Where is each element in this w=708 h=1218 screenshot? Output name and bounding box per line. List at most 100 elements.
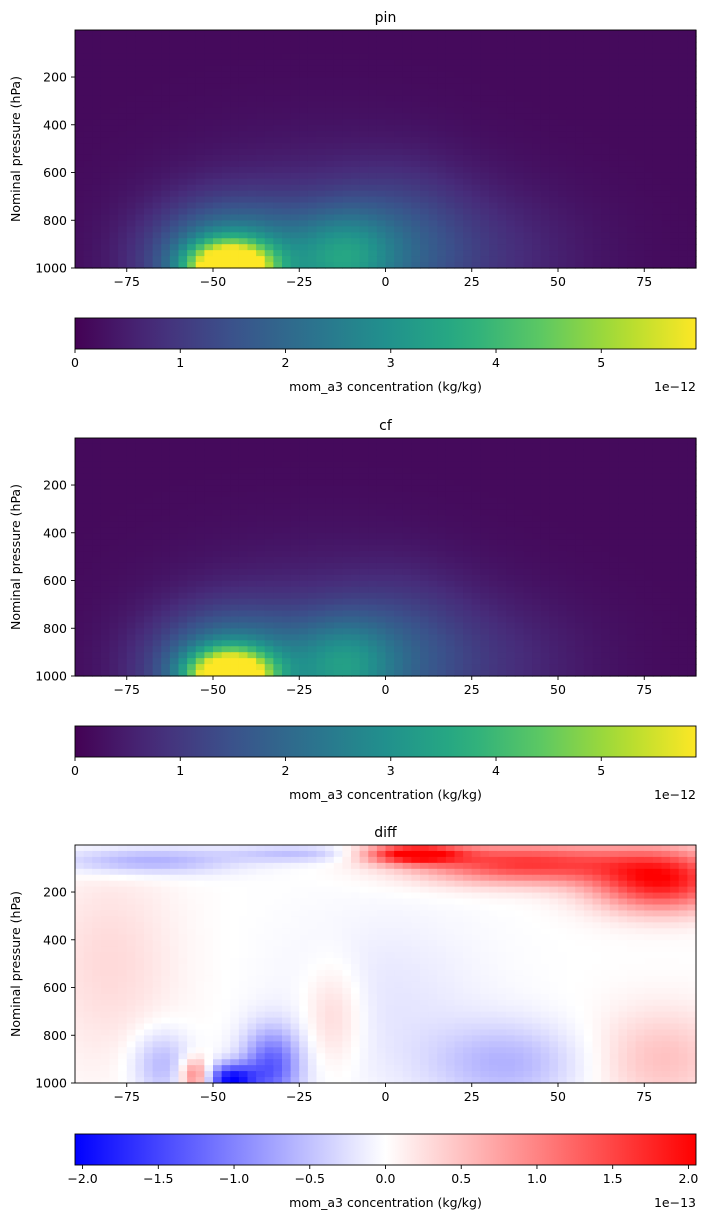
- heatmap-cell: [100, 652, 111, 659]
- heatmap-cell: [385, 652, 395, 659]
- heatmap-cell: [83, 610, 93, 618]
- heatmap-cell: [256, 65, 266, 73]
- heatmap-cell: [445, 473, 456, 481]
- heatmap-cell: [333, 131, 343, 138]
- heatmap-cell: [411, 53, 421, 61]
- heatmap-cell: [230, 166, 240, 174]
- heatmap-cell: [213, 509, 223, 516]
- heatmap-cell: [652, 190, 663, 198]
- heatmap-cell: [247, 143, 257, 150]
- heatmap-cell: [187, 119, 197, 126]
- heatmap-cell: [506, 202, 516, 210]
- heatmap-cell: [627, 65, 637, 73]
- heatmap-cell: [506, 101, 516, 108]
- heatmap-cell: [454, 646, 464, 653]
- heatmap-cell: [126, 30, 136, 37]
- heatmap-cell: [92, 503, 102, 510]
- heatmap-cell: [187, 262, 197, 269]
- heatmap-cell: [247, 166, 257, 174]
- heatmap-cell: [290, 202, 300, 210]
- heatmap-cell: [316, 214, 326, 221]
- heatmap-cell: [454, 250, 464, 257]
- heatmap-cell: [497, 35, 507, 43]
- heatmap-cell: [497, 95, 507, 102]
- heatmap-cell: [204, 551, 214, 558]
- heatmap-cell: [376, 89, 387, 97]
- heatmap-cell: [558, 149, 568, 156]
- heatmap-cell: [385, 670, 395, 677]
- heatmap-cell: [627, 202, 637, 210]
- heatmap-cell: [471, 83, 481, 91]
- heatmap-cell: [256, 616, 266, 624]
- heatmap-cell: [135, 491, 145, 499]
- heatmap-cell: [437, 634, 447, 641]
- heatmap-cell: [402, 262, 412, 269]
- heatmap-cell: [290, 485, 300, 493]
- heatmap-cell: [247, 65, 257, 73]
- heatmap-cell: [290, 491, 300, 499]
- heatmap-cell: [135, 101, 145, 108]
- heatmap-cell: [583, 41, 594, 49]
- heatmap-cell: [601, 30, 611, 37]
- heatmap-cell: [325, 622, 335, 629]
- heatmap-cell: [678, 35, 688, 43]
- heatmap-cell: [247, 539, 257, 546]
- heatmap-cell: [463, 455, 473, 463]
- heatmap-cell: [118, 539, 128, 546]
- heatmap-cell: [161, 256, 171, 263]
- heatmap-cell: [428, 256, 438, 263]
- heatmap-cell: [678, 220, 688, 227]
- heatmap-cell: [282, 202, 292, 210]
- heatmap-cell: [290, 574, 300, 582]
- heatmap-cell: [169, 220, 180, 227]
- heatmap-cell: [92, 485, 102, 493]
- heatmap-cell: [247, 154, 257, 162]
- heatmap-cell: [480, 586, 490, 594]
- heatmap-cell: [273, 196, 283, 204]
- heatmap-cell: [83, 616, 93, 624]
- heatmap-cell: [618, 143, 628, 150]
- heatmap-cell: [497, 107, 507, 114]
- heatmap-cell: [687, 196, 697, 204]
- heatmap-cell: [264, 154, 274, 162]
- heatmap-cell: [394, 646, 404, 653]
- heatmap-cell: [273, 640, 283, 647]
- heatmap-cell: [359, 551, 369, 558]
- heatmap-cell: [687, 143, 697, 150]
- heatmap-cell: [126, 443, 136, 451]
- heatmap-cell: [256, 125, 266, 132]
- heatmap-cell: [583, 47, 594, 55]
- heatmap-cell: [100, 190, 111, 198]
- heatmap-cell: [644, 196, 654, 204]
- heatmap-cell: [342, 616, 352, 624]
- heatmap-cell: [385, 622, 395, 629]
- heatmap-cell: [342, 250, 352, 257]
- heatmap-cell: [83, 53, 93, 61]
- heatmap-cell: [273, 491, 283, 499]
- heatmap-cell: [445, 53, 456, 61]
- heatmap-cell: [230, 30, 240, 37]
- heatmap-cell: [169, 467, 180, 475]
- heatmap-cell: [454, 41, 464, 49]
- heatmap-cell: [678, 149, 688, 156]
- heatmap-cell: [195, 574, 205, 582]
- heatmap-cell: [506, 59, 516, 67]
- heatmap-cell: [376, 664, 387, 671]
- heatmap-cell: [558, 220, 568, 227]
- heatmap-cell: [92, 250, 102, 257]
- heatmap-cell: [670, 184, 680, 192]
- heatmap-cell: [359, 262, 369, 269]
- heatmap-cell: [514, 503, 525, 510]
- heatmap-cell: [506, 154, 516, 162]
- heatmap-cell: [575, 41, 585, 49]
- heatmap-cell: [307, 137, 318, 144]
- heatmap-cell: [497, 119, 507, 126]
- heatmap-cell: [316, 232, 326, 239]
- heatmap-cell: [635, 196, 645, 204]
- heatmap-cell: [566, 119, 576, 126]
- heatmap-cell: [463, 160, 473, 168]
- heatmap-cell: [480, 539, 490, 546]
- heatmap-cell: [118, 172, 128, 180]
- heatmap-cell: [75, 59, 85, 67]
- heatmap-cell: [437, 83, 447, 91]
